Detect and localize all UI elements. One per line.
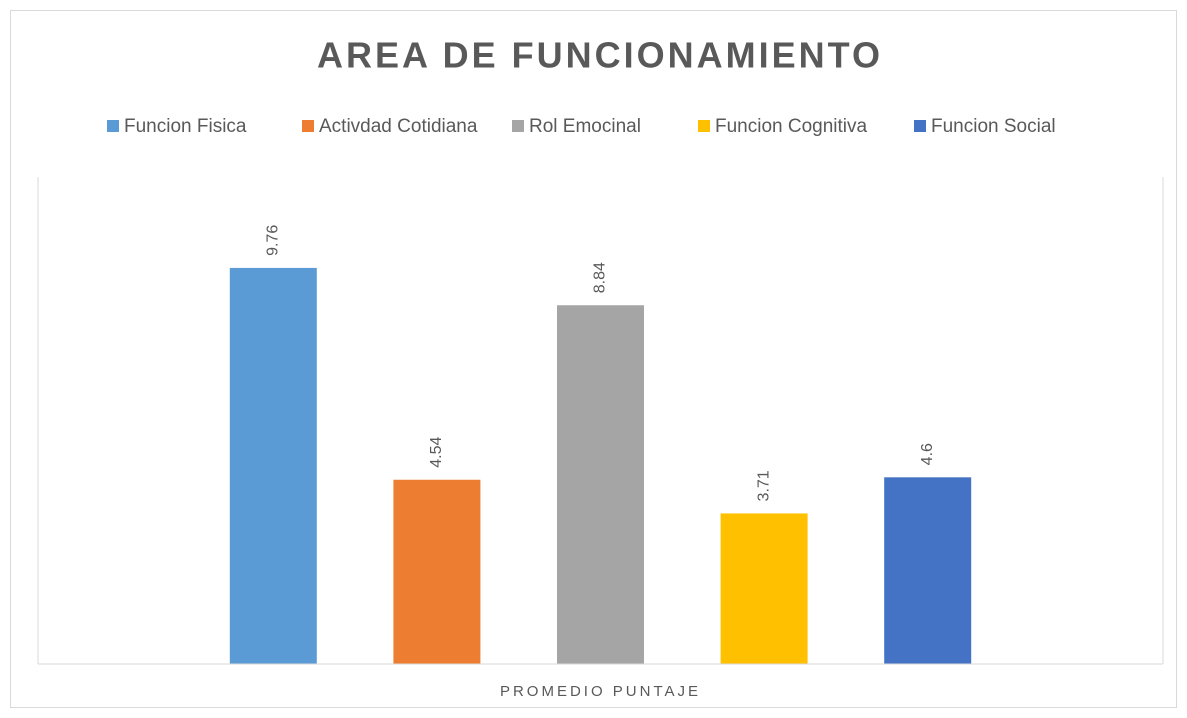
legend-swatch [914, 120, 926, 132]
data-label: 8.84 [592, 262, 609, 293]
bar [393, 479, 481, 664]
legend-label: Activdad Cotidiana [319, 116, 478, 137]
data-label: 9.76 [265, 225, 282, 256]
legend-swatch [302, 120, 314, 132]
bar [229, 267, 317, 664]
chart-title: AREA DE FUNCIONAMIENTO [317, 35, 883, 76]
bar [557, 305, 644, 664]
legend-swatch [107, 120, 119, 132]
legend-label: Rol Emocinal [529, 116, 641, 137]
bar [720, 513, 808, 664]
legend-swatch [512, 120, 524, 132]
legend-label: Funcion Fisica [124, 116, 247, 137]
legend-label: Funcion Cognitiva [715, 116, 868, 137]
legend-swatch [698, 120, 710, 132]
bar [884, 477, 972, 664]
legend-label: Funcion Social [931, 116, 1056, 137]
x-tick-label: PROMEDIO PUNTAJE [500, 683, 701, 700]
data-label: 4.6 [919, 443, 936, 465]
data-label: 3.71 [755, 470, 772, 501]
data-label: 4.54 [428, 437, 445, 468]
